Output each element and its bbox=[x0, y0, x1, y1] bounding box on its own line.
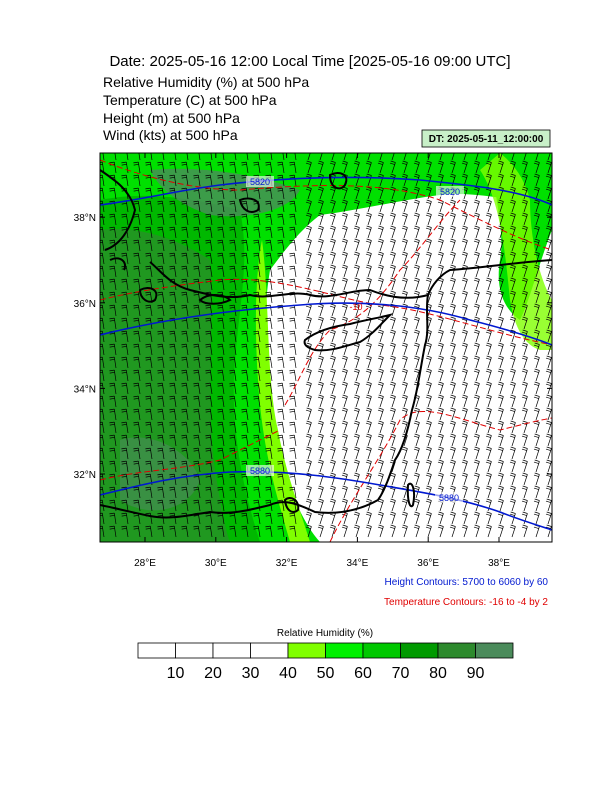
colorbar-box bbox=[287, 642, 326, 659]
coastlines bbox=[100, 169, 552, 519]
colorbar-title: Relative Humidity (%) bbox=[277, 628, 373, 639]
humidity-fill bbox=[120, 437, 200, 511]
colorbar-box bbox=[362, 642, 401, 659]
colorbar-box bbox=[437, 642, 476, 659]
map-frame bbox=[99, 152, 553, 543]
subtitle-line: Temperature (C) at 500 hPa bbox=[103, 92, 277, 108]
contour-label: 5820 bbox=[250, 177, 270, 187]
wind-barbs bbox=[100, 153, 552, 538]
humidity-fill bbox=[255, 240, 310, 542]
colorbar-label: 70 bbox=[392, 665, 410, 682]
colorbar-label: 20 bbox=[204, 665, 222, 682]
lon-tick-label: 28°E bbox=[134, 558, 156, 569]
colorbar-label: 90 bbox=[467, 665, 485, 682]
colorbar bbox=[137, 642, 514, 659]
contour-label-box bbox=[436, 186, 464, 197]
contour-label: 5880 bbox=[250, 466, 270, 476]
title: Date: 2025-05-16 12:00 Local Time [2025-… bbox=[109, 53, 510, 70]
contour-label-box bbox=[246, 176, 274, 187]
contour-label-box bbox=[246, 465, 274, 476]
contour-labels: 5820 5820 5880 5880 -10 bbox=[246, 176, 464, 503]
colorbar-box bbox=[475, 642, 514, 659]
colorbar-label: 60 bbox=[354, 665, 372, 682]
colorbar-label: 10 bbox=[167, 665, 185, 682]
colorbar-box bbox=[175, 642, 214, 659]
lat-tick-label: 34°N bbox=[74, 384, 96, 395]
colorbar-label: 30 bbox=[242, 665, 260, 682]
colorbar-labels: 10 20 30 40 50 60 70 80 90 bbox=[167, 665, 485, 682]
subtitle-line: Wind (kts) at 500 hPa bbox=[103, 127, 238, 143]
lon-tick-label: 38°E bbox=[488, 558, 510, 569]
lat-tick-label: 32°N bbox=[74, 470, 96, 481]
lon-tick-label: 34°E bbox=[347, 558, 369, 569]
colorbar-label: 50 bbox=[317, 665, 335, 682]
colorbar-label: 80 bbox=[429, 665, 447, 682]
lon-tick-label: 32°E bbox=[276, 558, 298, 569]
contour-label-box bbox=[435, 492, 463, 503]
contour-label: -10 bbox=[349, 302, 362, 312]
lat-tick-label: 36°N bbox=[74, 299, 96, 310]
contour-label: 5820 bbox=[440, 187, 460, 197]
colorbar-box bbox=[212, 642, 251, 659]
contour-label: 5880 bbox=[439, 493, 459, 503]
dt-box bbox=[421, 129, 551, 148]
height-legend: Height Contours: 5700 to 6060 by 60 bbox=[385, 577, 549, 588]
lon-tick-label: 36°E bbox=[417, 558, 439, 569]
lon-tick-label: 30°E bbox=[205, 558, 227, 569]
colorbar-label: 40 bbox=[279, 665, 297, 682]
axis-ticks: 32°N 34°N 36°N 38°N 28°E 30°E 32°E 34°E 36°E 38°E bbox=[74, 153, 552, 569]
dt-label: DT: 2025-05-11_12:00:00 bbox=[429, 134, 544, 145]
temperature-legend: Temperature Contours: -16 to -4 by 2 bbox=[384, 597, 548, 608]
subtitle-line: Height (m) at 500 hPa bbox=[103, 110, 240, 126]
height-contours bbox=[100, 176, 552, 531]
subtitle-line: Relative Humidity (%) at 500 hPa bbox=[103, 74, 309, 90]
lat-tick-label: 38°N bbox=[74, 213, 96, 224]
map-area: 5820 5820 5880 5880 -10 bbox=[100, 153, 552, 542]
colorbar-box bbox=[400, 642, 439, 659]
colorbar-box bbox=[325, 642, 364, 659]
colorbar-box bbox=[250, 642, 289, 659]
colorbar-box bbox=[137, 642, 176, 659]
